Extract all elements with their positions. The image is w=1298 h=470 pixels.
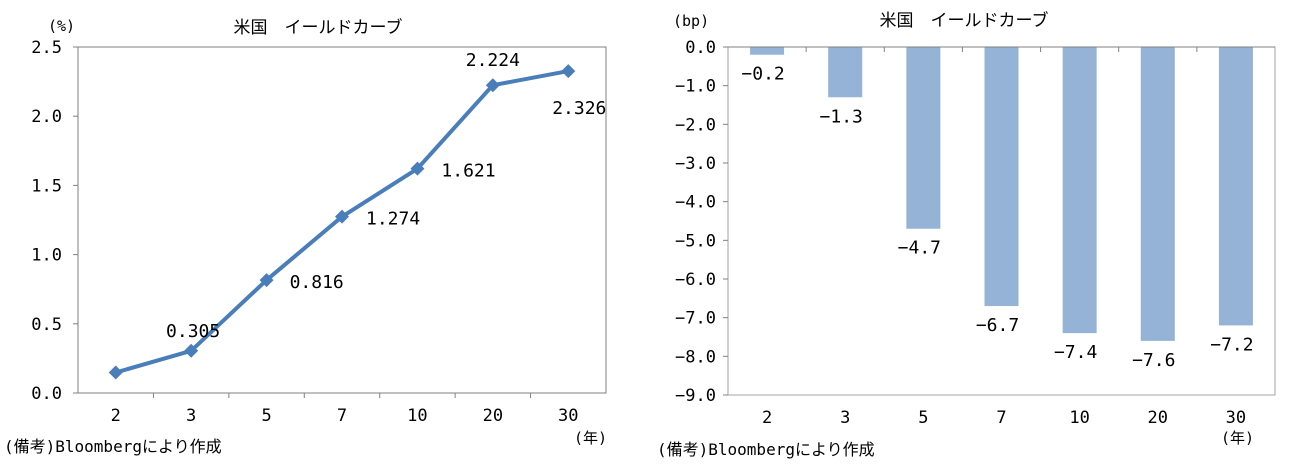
x-tick-label: 7 bbox=[996, 408, 1006, 428]
y-tick-label: −6.0 bbox=[675, 270, 716, 290]
x-tick-label: 30 bbox=[558, 406, 578, 426]
x-tick-label: 3 bbox=[186, 406, 196, 426]
y-unit-label: (bp) bbox=[673, 12, 709, 30]
y-tick-label: −9.0 bbox=[675, 386, 716, 406]
x-tick-label: 2 bbox=[762, 408, 772, 428]
data-label: 0.816 bbox=[290, 272, 344, 293]
x-tick-label: 20 bbox=[1148, 408, 1168, 428]
bar bbox=[906, 47, 941, 229]
data-label: 2.224 bbox=[466, 50, 520, 71]
data-point-marker bbox=[561, 64, 576, 79]
plot-area: 0.0 −1.0 −2.0 −3.0 −4.0 −5.0 −6.0 −7.0 −8.0 −9.0 2… bbox=[675, 38, 1276, 428]
y-tick-label: −2.0 bbox=[675, 115, 716, 135]
bar bbox=[1062, 47, 1097, 334]
source-note: (備考)Bloombergにより作成 bbox=[4, 437, 222, 456]
x-tick-label: 7 bbox=[337, 406, 347, 426]
data-point-marker bbox=[259, 273, 274, 288]
y-tick-label: −3.0 bbox=[675, 154, 716, 174]
y-tick-label: −8.0 bbox=[675, 347, 716, 367]
chart-title: 米国 イールドカーブ bbox=[234, 17, 403, 38]
data-label: −6.7 bbox=[976, 315, 1019, 336]
y-tick-label: 0.5 bbox=[31, 315, 62, 335]
data-point-marker bbox=[485, 78, 500, 93]
data-label: −7.4 bbox=[1054, 342, 1097, 363]
y-tick-label: 2.0 bbox=[31, 107, 62, 127]
data-point-marker bbox=[108, 365, 123, 380]
x-tick-label: 30 bbox=[1226, 408, 1246, 428]
bar bbox=[984, 47, 1019, 307]
plot-frame bbox=[77, 46, 607, 394]
x-tick-label: 10 bbox=[1069, 408, 1089, 428]
x-unit-label: (年) bbox=[1221, 429, 1254, 447]
bar bbox=[1218, 47, 1253, 326]
x-tick-label: 10 bbox=[407, 406, 427, 426]
x-tick-label: 5 bbox=[918, 408, 928, 428]
source-note: (備考)Bloombergにより作成 bbox=[657, 440, 875, 459]
x-tick-label: 3 bbox=[840, 408, 850, 428]
x-tick-label: 2 bbox=[111, 406, 121, 426]
data-point-marker bbox=[335, 209, 349, 224]
yield-change-bar-chart: 米国 イールドカーブ (bp) (年) (備考)Bloombergにより作成 0… bbox=[657, 10, 1276, 459]
y-tick-label: −7.0 bbox=[675, 309, 716, 329]
data-point-marker bbox=[184, 343, 199, 358]
bar bbox=[1140, 47, 1175, 341]
data-label: −7.2 bbox=[1210, 334, 1253, 355]
y-tick-label: −5.0 bbox=[675, 231, 716, 251]
x-tick-label: 5 bbox=[261, 406, 271, 426]
data-label: 1.621 bbox=[441, 161, 495, 182]
yield-curve-line-chart: 米国 イールドカーブ (%) (年) (備考)Bloombergにより作成 0.… bbox=[4, 17, 607, 456]
data-point-marker bbox=[410, 161, 425, 176]
y-tick-label: −4.0 bbox=[675, 193, 716, 213]
data-label: −4.7 bbox=[898, 238, 941, 259]
data-label: 1.274 bbox=[366, 209, 420, 230]
y-tick-label: −1.0 bbox=[675, 77, 716, 97]
x-tick-label: 20 bbox=[483, 406, 503, 426]
y-tick-label: 1.5 bbox=[31, 176, 62, 196]
y-unit-label: (%) bbox=[48, 17, 75, 35]
data-label: 0.305 bbox=[166, 321, 220, 342]
bar bbox=[750, 47, 785, 55]
plot-area: 0.0 0.5 1.0 1.5 2.0 2.5 2 3 5 7 10 20 30 0.305 0.816 1.… bbox=[31, 38, 607, 426]
bar bbox=[828, 47, 863, 98]
y-tick-label: 1.0 bbox=[31, 246, 62, 266]
data-label: −7.6 bbox=[1132, 350, 1175, 371]
data-label: −1.3 bbox=[820, 106, 863, 127]
y-tick-label: 0.0 bbox=[685, 38, 716, 58]
data-label: −0.2 bbox=[741, 64, 784, 85]
data-label: 2.326 bbox=[552, 98, 606, 119]
y-tick-label: 0.0 bbox=[31, 384, 62, 404]
y-tick-label: 2.5 bbox=[31, 38, 62, 58]
x-unit-label: (年) bbox=[574, 429, 607, 447]
chart-title: 米国 イールドカーブ bbox=[880, 10, 1049, 31]
